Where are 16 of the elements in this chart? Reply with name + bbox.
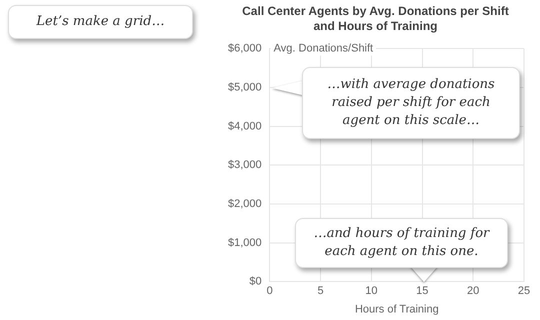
y-tick-label: $3,000 — [228, 159, 262, 172]
x-tick-label: 5 — [317, 285, 324, 298]
y-tick-label: $2,000 — [228, 198, 262, 210]
x-tick-label: 0 — [266, 285, 273, 298]
chart-title: Call Center Agents by Avg. Donations per Shift and Hours of Training — [241, 4, 510, 34]
y-tick-label: $4,000 — [228, 120, 262, 132]
x-tick-label: 20 — [467, 285, 480, 298]
x-tick-label: 25 — [518, 285, 530, 298]
y-tick-label: $6,000 — [228, 42, 262, 55]
y-tick-label: $5,000 — [228, 81, 262, 94]
x-tick-label: 10 — [365, 285, 378, 298]
y-tick-label: $1,000 — [228, 236, 262, 249]
x-tick-label: 15 — [416, 285, 428, 298]
x-axis-title: Hours of Training — [354, 303, 439, 316]
y-axis-title: Avg. Donations/Shift — [274, 42, 374, 55]
y-tick-label: $0 — [249, 276, 262, 288]
